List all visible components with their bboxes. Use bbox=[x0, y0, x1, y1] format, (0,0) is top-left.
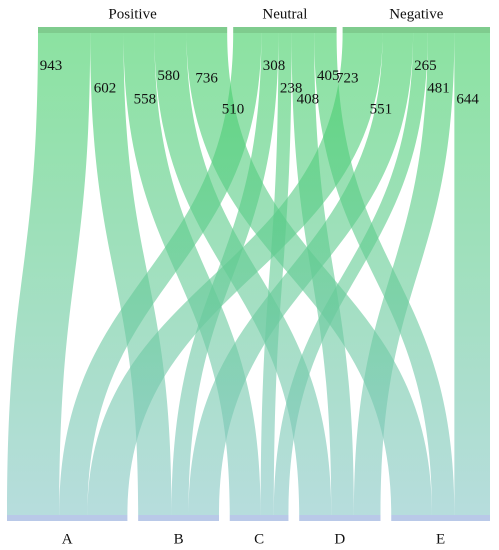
link-value-label: 558 bbox=[134, 91, 157, 107]
bottom-node bbox=[391, 515, 490, 521]
top-node bbox=[233, 27, 337, 33]
flow-link bbox=[291, 33, 354, 515]
link-value-label: 405 bbox=[317, 68, 340, 84]
flow-link bbox=[87, 33, 383, 515]
flow-link bbox=[59, 33, 262, 515]
link-value-label: 580 bbox=[157, 68, 180, 84]
link-value-label: 551 bbox=[370, 101, 393, 117]
link-value-label: 510 bbox=[222, 101, 245, 117]
flow-link bbox=[188, 33, 414, 515]
top-node-label: Negative bbox=[389, 6, 443, 22]
link-value-label: 308 bbox=[263, 58, 286, 74]
flow-link bbox=[7, 33, 91, 515]
link-value-label: 644 bbox=[456, 91, 479, 107]
bottom-node-label: B bbox=[174, 531, 184, 547]
bottom-node bbox=[299, 515, 381, 521]
link-value-label: 238 bbox=[280, 81, 303, 97]
top-node bbox=[38, 27, 228, 33]
top-node bbox=[342, 27, 490, 33]
flow-link bbox=[260, 33, 292, 515]
bottom-node bbox=[229, 515, 289, 521]
bottom-node bbox=[138, 515, 219, 521]
flow-link bbox=[314, 33, 455, 515]
flow-link bbox=[454, 33, 490, 515]
bottom-node-label: C bbox=[254, 531, 264, 547]
link-value-label: 481 bbox=[427, 81, 450, 97]
bottom-node bbox=[7, 515, 128, 521]
top-node-label: Neutral bbox=[262, 6, 307, 22]
link-value-label: 265 bbox=[414, 58, 437, 74]
flow-link bbox=[353, 33, 455, 515]
link-value-label: 723 bbox=[336, 71, 359, 87]
top-node-label: Positive bbox=[108, 6, 157, 22]
flow-link bbox=[273, 33, 428, 515]
link-value-label: 943 bbox=[40, 58, 63, 74]
link-value-label: 736 bbox=[195, 71, 218, 87]
bottom-node-label: A bbox=[62, 531, 73, 547]
bottom-node-label: D bbox=[334, 531, 345, 547]
link-value-label: 408 bbox=[297, 91, 320, 107]
link-value-label: 602 bbox=[94, 81, 117, 97]
bottom-node-label: E bbox=[436, 531, 445, 547]
